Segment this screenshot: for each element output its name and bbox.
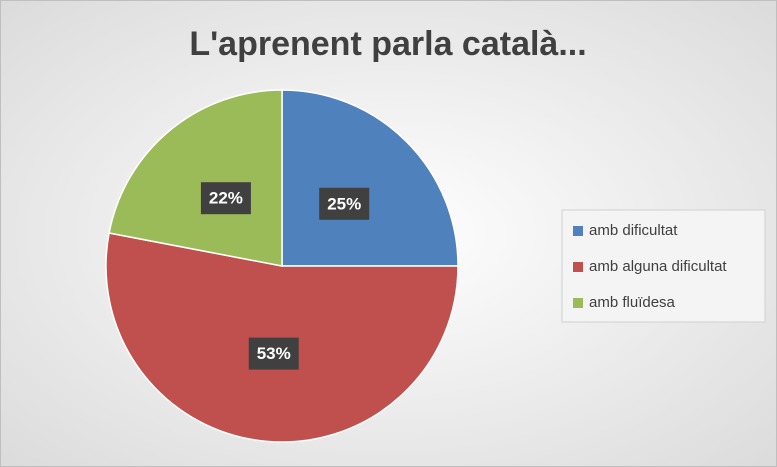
legend-label: amb alguna dificultat (589, 258, 727, 275)
legend-box (561, 209, 766, 323)
pie-slice (108, 89, 283, 267)
legend-swatch (573, 262, 583, 272)
chart-title: L'aprenent parla català... (189, 25, 586, 63)
data-label-box (319, 187, 370, 220)
data-label: 53% (257, 344, 291, 363)
data-label: 25% (327, 194, 361, 213)
pie-slice (105, 232, 459, 443)
legend-swatch (573, 298, 583, 308)
data-label-box (248, 337, 299, 370)
pie-slice (281, 89, 459, 267)
legend-label: amb dificultat (589, 222, 678, 239)
data-label-box (200, 182, 251, 215)
legend-label: amb fluïdesa (589, 294, 676, 311)
legend-swatch (573, 226, 583, 236)
data-label: 22% (209, 189, 243, 208)
